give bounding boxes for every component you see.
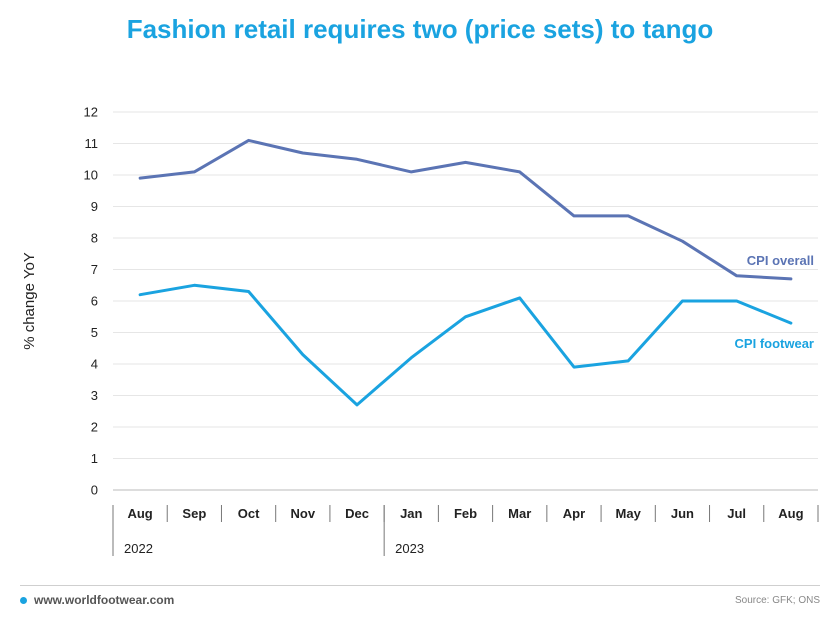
x-tick-label: Dec xyxy=(345,506,369,521)
year-label: 2023 xyxy=(395,541,424,556)
footer-divider xyxy=(20,585,820,586)
x-tick-label: Aug xyxy=(778,506,803,521)
y-tick-label: 4 xyxy=(91,357,98,372)
y-tick-label: 12 xyxy=(84,105,98,120)
y-tick-label: 1 xyxy=(91,451,98,466)
x-tick-label: Jul xyxy=(727,506,746,521)
y-tick-label: 10 xyxy=(84,168,98,183)
x-tick-label: Sep xyxy=(182,506,206,521)
y-tick-label: 5 xyxy=(91,325,98,340)
x-tick-label: Oct xyxy=(238,506,260,521)
y-tick-label: 11 xyxy=(85,136,99,151)
y-tick-label: 6 xyxy=(91,294,98,309)
year-label: 2022 xyxy=(124,541,153,556)
series-lines xyxy=(138,138,793,407)
y-tick-label: 2 xyxy=(91,420,98,435)
x-tick-label: Jun xyxy=(671,506,694,521)
y-tick-label: 3 xyxy=(91,388,98,403)
x-tick-label: Jan xyxy=(400,506,422,521)
chart-title: Fashion retail requires two (price sets)… xyxy=(126,14,714,44)
x-tick-label: Mar xyxy=(508,506,531,521)
y-tick-label: 0 xyxy=(91,483,98,498)
bullet-icon xyxy=(20,597,27,604)
y-axis-title: % change YoY xyxy=(21,252,38,350)
y-tick-label: 7 xyxy=(91,262,98,277)
x-tick-label: May xyxy=(616,506,642,521)
x-tick-label: Apr xyxy=(563,506,585,521)
series-labels: CPI overall CPI footwear xyxy=(735,253,814,351)
x-tick-label: Nov xyxy=(291,506,316,521)
footer-source: Source: GFK; ONS xyxy=(734,595,820,606)
y-tick-label: 8 xyxy=(91,231,98,246)
x-tick-label: Feb xyxy=(454,506,477,521)
series-label: CPI overall xyxy=(747,253,814,268)
x-tick-label: Aug xyxy=(127,506,152,521)
series-label: CPI footwear xyxy=(735,336,814,351)
footer-url: www.worldfootwear.com xyxy=(34,593,175,607)
y-tick-label: 9 xyxy=(91,199,98,214)
x-axis: Aug Sep Oct Nov Dec Jan Feb Mar Apr May Jun Jul Aug 2… xyxy=(112,505,819,556)
series-line-cpi-overall xyxy=(138,138,793,281)
grid-lines xyxy=(113,111,818,491)
series-line-cpi-footwear xyxy=(138,283,793,407)
